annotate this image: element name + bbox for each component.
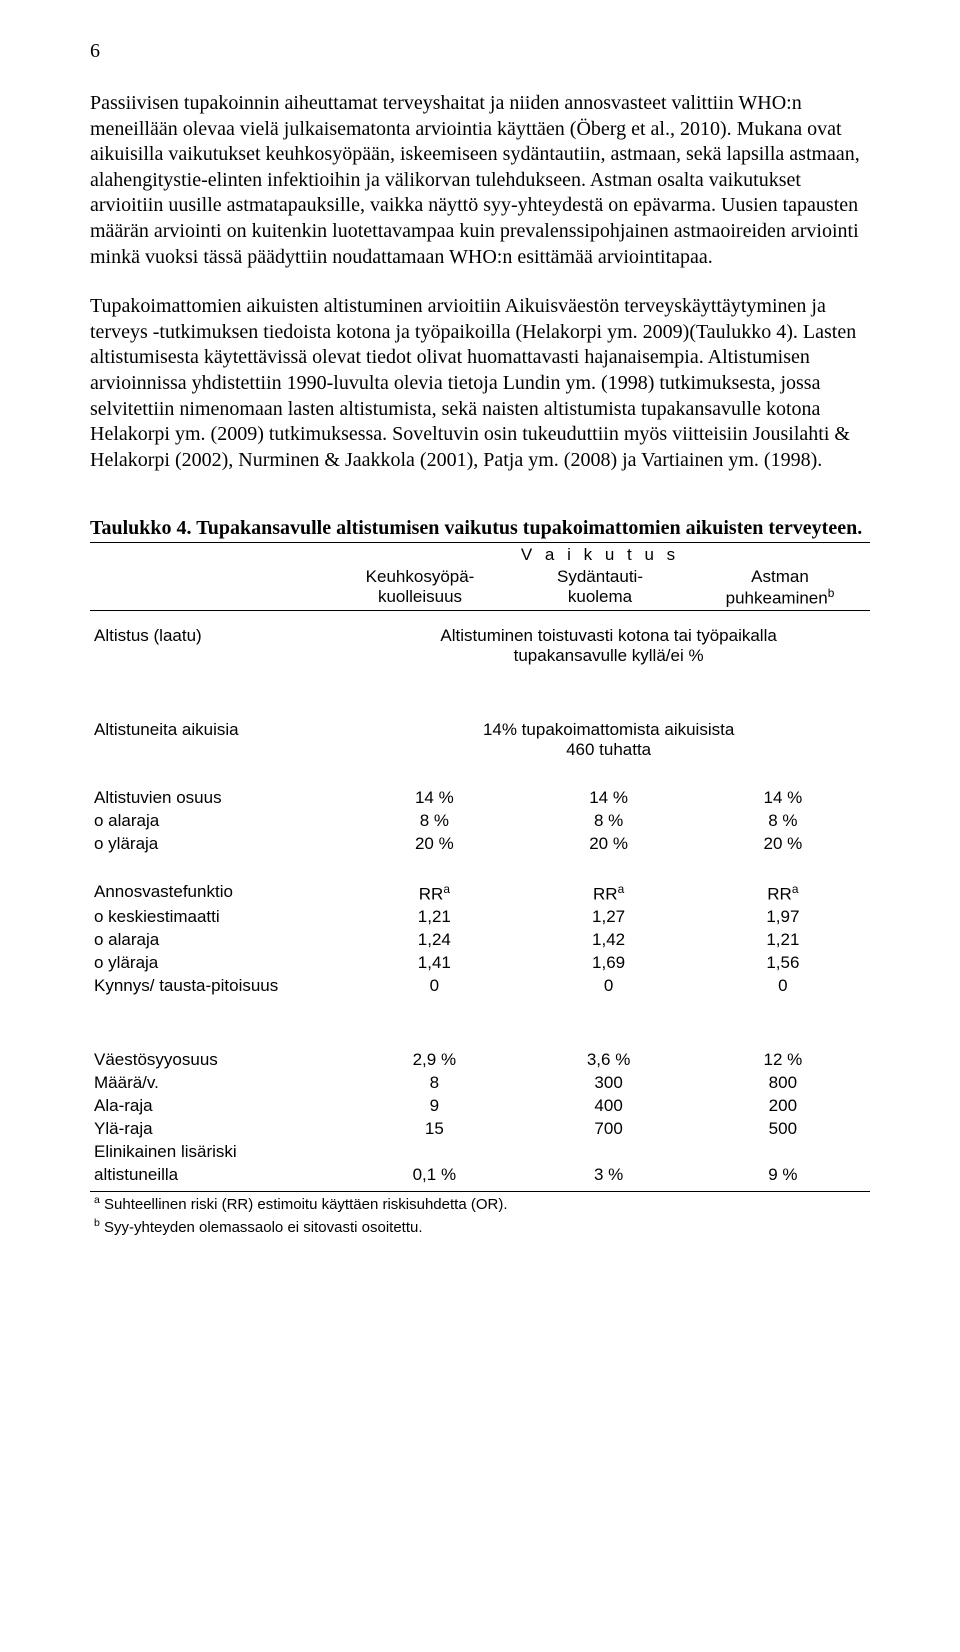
row-altistuneita: Altistuneita aikuisia 14% tupakoimattomi… [90, 718, 870, 761]
paragraph-2: Tupakoimattomien aikuisten altistuminen … [90, 294, 870, 473]
v1: 8 % [347, 809, 521, 832]
v1: 1,24 [347, 929, 521, 952]
v2: 8 % [521, 809, 695, 832]
v2: 400 [521, 1095, 695, 1118]
v2: RRa [521, 880, 695, 906]
row-annosvaste: Annosvastefunktio RRa RRa RRa [90, 880, 870, 906]
label: o keskiestimaatti [90, 906, 347, 929]
col-3-header: Astman puhkeaminenb [690, 567, 870, 608]
label: altistuneilla [90, 1164, 347, 1192]
v1: 15 [347, 1118, 521, 1141]
v2: 1,69 [521, 952, 695, 975]
row-altistuvien-osuus: Altistuvien osuus 14 % 14 % 14 % [90, 786, 870, 809]
v3: 8 % [696, 809, 870, 832]
altistus-desc-l2: tupakansavulle kyllä/ei % [514, 646, 704, 665]
table-title: Taulukko 4. Tupakansavulle altistumisen … [90, 517, 870, 543]
v2: 3 % [521, 1164, 695, 1192]
col2-l2: kuolema [568, 587, 632, 606]
col2-l1: Sydäntauti- [557, 567, 643, 586]
v2: 300 [521, 1072, 695, 1095]
v2: 1,42 [521, 929, 695, 952]
footnote-a: a Suhteellinen riski (RR) estimoitu käyt… [90, 1192, 870, 1216]
v1: RRa [347, 880, 521, 906]
v3: 0 [696, 975, 870, 998]
row-elinikainen-line1: Elinikainen lisäriski [90, 1141, 870, 1164]
row-o-alaraja-1: o alaraja 8 % 8 % 8 % [90, 809, 870, 832]
table-section: Taulukko 4. Tupakansavulle altistumisen … [90, 517, 870, 1239]
row-o-alaraja-2: o alaraja 1,24 1,42 1,21 [90, 929, 870, 952]
v1: 0 [347, 975, 521, 998]
v3: 500 [696, 1118, 870, 1141]
row-kynnys: Kynnys/ tausta-pitoisuus 0 0 0 [90, 975, 870, 998]
label: Väestösyyosuus [90, 1049, 347, 1072]
row-altistus-laatu: Altistus (laatu) Altistuminen toistuvast… [90, 624, 870, 667]
v1: 0,1 % [347, 1164, 521, 1192]
v2: 0 [521, 975, 695, 998]
altistuneita-desc-l2: 460 tuhatta [566, 740, 651, 759]
v1: 9 [347, 1095, 521, 1118]
v1: 2,9 % [347, 1049, 521, 1072]
row-ylaraja: Ylä-raja 15 700 500 [90, 1118, 870, 1141]
altistuneita-label: Altistuneita aikuisia [90, 718, 347, 761]
v3: 14 % [696, 786, 870, 809]
v2: 3,6 % [521, 1049, 695, 1072]
label: Annosvastefunktio [90, 880, 347, 906]
paragraph-1: Passiivisen tupakoinnin aiheuttamat terv… [90, 91, 870, 270]
v3: 1,56 [696, 952, 870, 975]
label: o alaraja [90, 809, 347, 832]
label: Altistuvien osuus [90, 786, 347, 809]
page-number: 6 [90, 40, 870, 63]
label: Ylä-raja [90, 1118, 347, 1141]
label: Määrä/v. [90, 1072, 347, 1095]
footnote-b: b Syy-yhteyden olemassaolo ei sitovasti … [90, 1216, 870, 1240]
altistus-label: Altistus (laatu) [90, 624, 347, 667]
footnote-a-text: Suhteellinen riski (RR) estimoitu käyttä… [100, 1196, 508, 1213]
col1-l2: kuolleisuus [378, 587, 462, 606]
row-elinikainen-altistuneilla: altistuneilla 0,1 % 3 % 9 % [90, 1164, 870, 1192]
row-vaestosyy: Väestösyyosuus 2,9 % 3,6 % 12 % [90, 1049, 870, 1072]
altistus-desc-l1: Altistuminen toistuvasti kotona tai työp… [440, 626, 776, 645]
v2: 1,27 [521, 906, 695, 929]
label: Ala-raja [90, 1095, 347, 1118]
footnote-b-text: Syy-yhteyden olemassaolo ei sitovasti os… [100, 1219, 423, 1236]
label: Elinikainen lisäriski [90, 1141, 347, 1164]
col1-l1: Keuhkosyöpä- [366, 567, 475, 586]
col-1-header: Keuhkosyöpä- kuolleisuus [330, 567, 510, 608]
v1: 1,21 [347, 906, 521, 929]
v3: 200 [696, 1095, 870, 1118]
row-o-ylaraja-1: o yläraja 20 % 20 % 20 % [90, 832, 870, 855]
data-table: Altistus (laatu) Altistuminen toistuvast… [90, 611, 870, 1240]
col3-l1: Astman [751, 567, 809, 586]
v3: 800 [696, 1072, 870, 1095]
v1: 20 % [347, 832, 521, 855]
row-maara-v: Määrä/v. 8 300 800 [90, 1072, 870, 1095]
row-alaraja: Ala-raja 9 400 200 [90, 1095, 870, 1118]
v3: 12 % [696, 1049, 870, 1072]
v1: 14 % [347, 786, 521, 809]
v2: 20 % [521, 832, 695, 855]
label: o yläraja [90, 952, 347, 975]
v3: RRa [696, 880, 870, 906]
row-o-keskiestimaatti: o keskiestimaatti 1,21 1,27 1,97 [90, 906, 870, 929]
v2: 700 [521, 1118, 695, 1141]
effect-header: V a i k u t u s [330, 545, 870, 565]
page: 6 Passiivisen tupakoinnin aiheuttamat te… [0, 0, 960, 1652]
v3: 9 % [696, 1164, 870, 1192]
altistuneita-desc-l1: 14% tupakoimattomista aikuisista [483, 720, 734, 739]
v1: 1,41 [347, 952, 521, 975]
v2: 14 % [521, 786, 695, 809]
table-header: V a i k u t u s Keuhkosyöpä- kuolleisuus… [90, 543, 870, 611]
col3-l2-pre: puhkeaminen [726, 589, 828, 608]
label: o alaraja [90, 929, 347, 952]
v3: 1,97 [696, 906, 870, 929]
v3: 20 % [696, 832, 870, 855]
col-2-header: Sydäntauti- kuolema [510, 567, 690, 608]
label: o yläraja [90, 832, 347, 855]
v3: 1,21 [696, 929, 870, 952]
label: Kynnys/ tausta-pitoisuus [90, 975, 347, 998]
v1: 8 [347, 1072, 521, 1095]
col3-l2-sup: b [828, 586, 835, 600]
row-o-ylaraja-2: o yläraja 1,41 1,69 1,56 [90, 952, 870, 975]
